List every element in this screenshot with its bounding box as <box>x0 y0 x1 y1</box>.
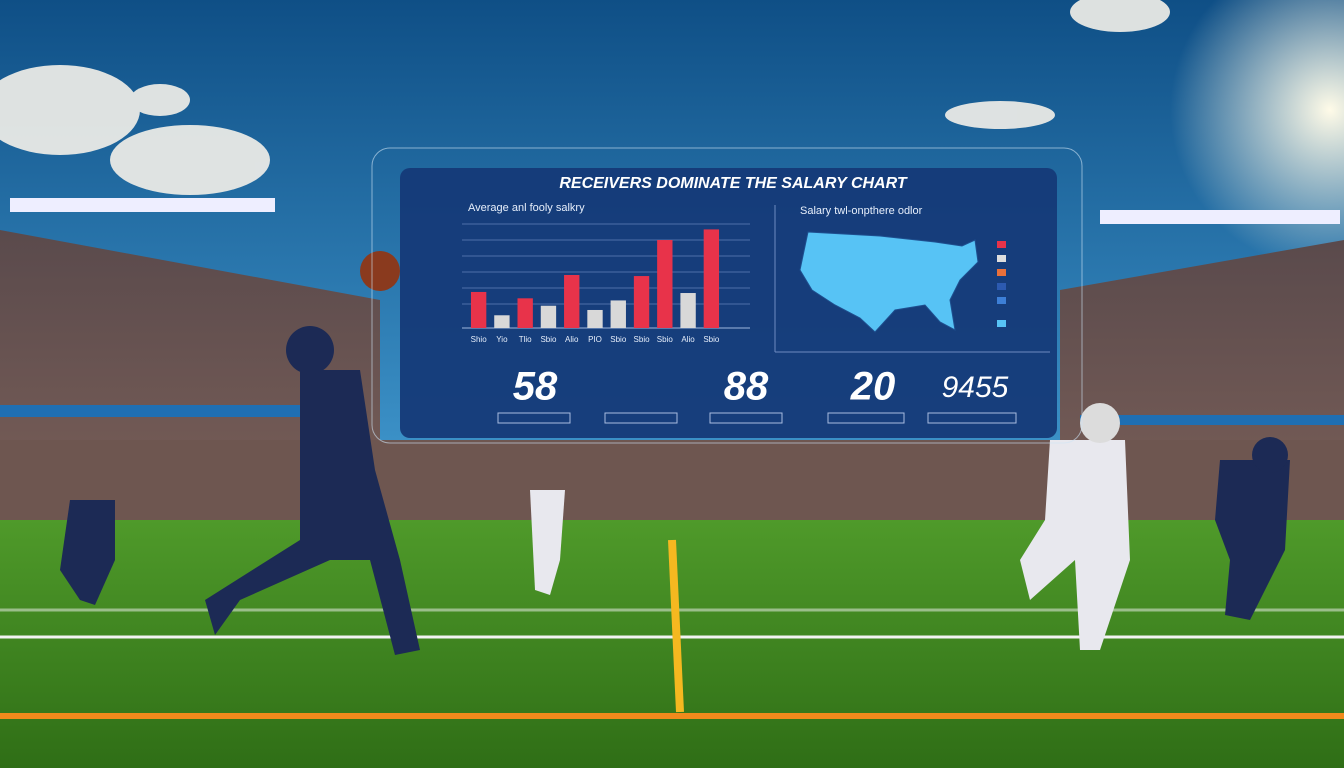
panel <box>400 168 1057 438</box>
lights-right <box>1100 210 1340 224</box>
bar <box>610 300 626 328</box>
lights-left <box>10 198 275 212</box>
panel-frame <box>371 147 1083 444</box>
stands-back <box>0 440 1344 520</box>
clouds <box>0 0 1170 195</box>
bar <box>540 305 557 328</box>
bar <box>680 293 696 328</box>
stat-underlines <box>497 412 1017 424</box>
panel-title: RECEIVERS DOMINATE THE SALARY CHART <box>559 175 908 192</box>
x-tick-label: Yio <box>496 335 508 344</box>
yellow-line <box>668 539 684 713</box>
x-tick-label: Shio <box>471 335 488 344</box>
x-tick-label: Alio <box>681 335 695 344</box>
x-tick-label: PIO <box>588 335 602 344</box>
stat-value: 9455 <box>942 371 1009 404</box>
bar <box>703 229 720 328</box>
sun <box>1170 0 1344 270</box>
x-tick-label: Sbio <box>634 335 651 344</box>
x-tick-label: Sbio <box>703 335 720 344</box>
map-legend <box>997 241 1006 327</box>
bar <box>494 315 510 328</box>
chart-subtitle: Average anl fooly salkry <box>468 202 585 214</box>
bar <box>633 276 650 328</box>
banner-right <box>1080 415 1344 425</box>
bar <box>564 275 580 328</box>
stat-value: 20 <box>850 365 896 409</box>
bar <box>470 291 487 328</box>
players <box>60 251 1290 655</box>
us-map <box>799 231 979 333</box>
x-tick-label: Sbio <box>540 335 557 344</box>
map-title: Salary twl-onpthere odlor <box>800 205 923 217</box>
chart-grid <box>462 223 750 329</box>
x-tick-label: Tlio <box>519 335 532 344</box>
bar <box>587 309 603 328</box>
x-tick-label: Sbio <box>610 335 627 344</box>
bar <box>517 298 533 328</box>
bar <box>657 240 673 328</box>
stat-value: 58 <box>513 365 558 409</box>
x-tick-label: Sbio <box>657 335 674 344</box>
x-tick-label: Alio <box>565 335 579 344</box>
banner-left <box>0 405 300 417</box>
stat-value: 88 <box>724 365 769 409</box>
